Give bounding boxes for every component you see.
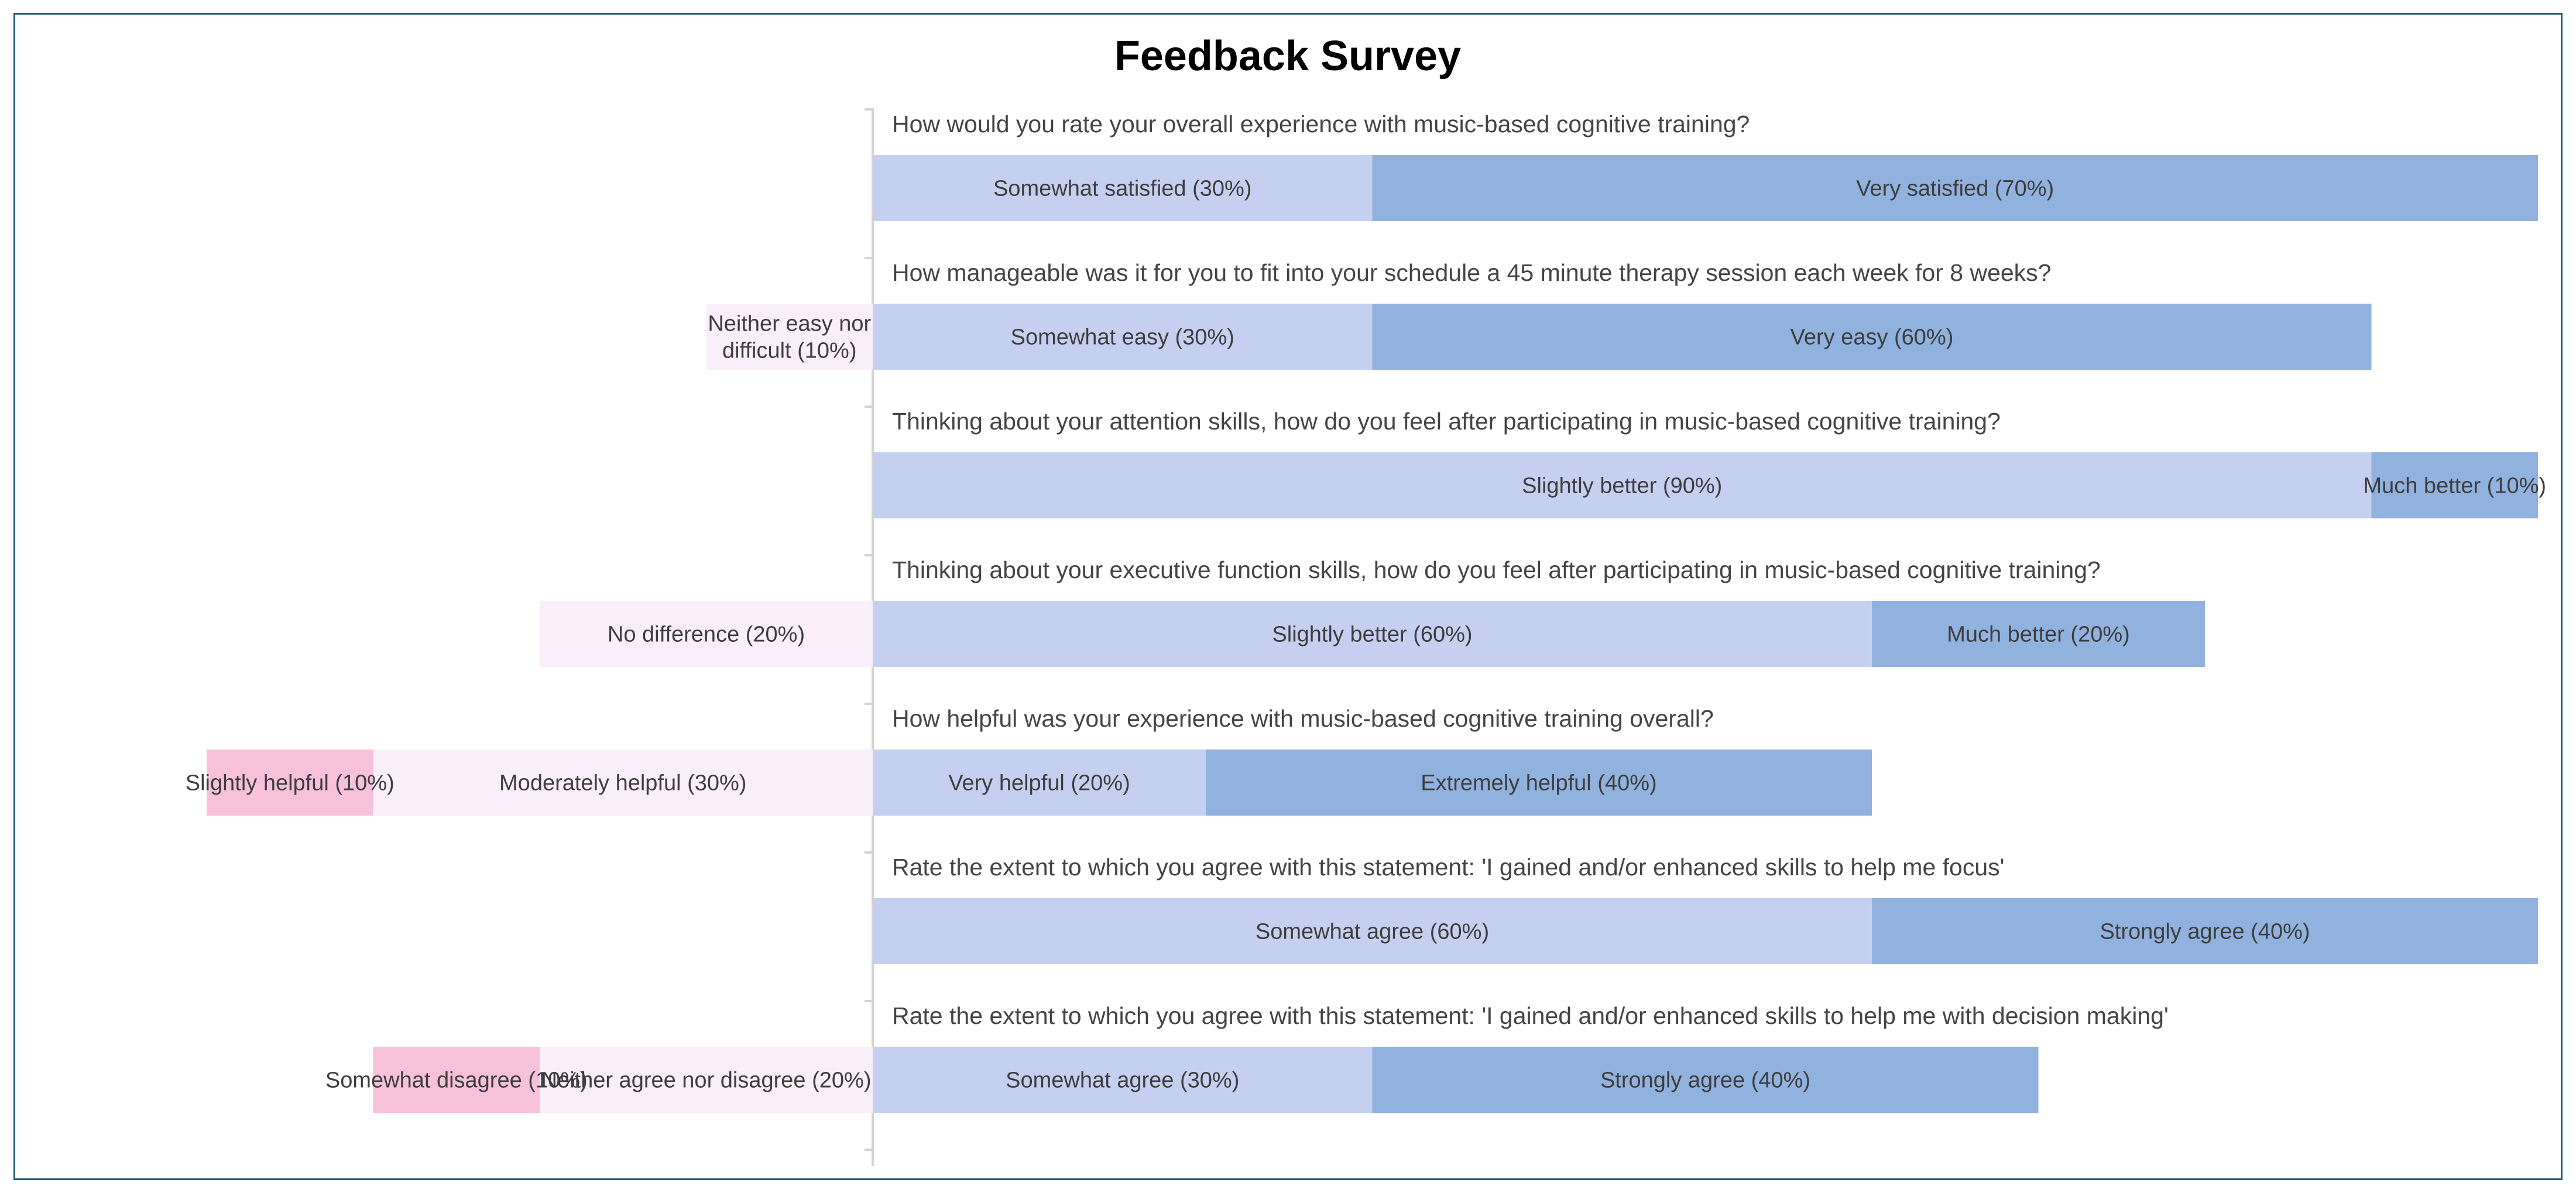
segment-label: Extremely helpful (40%)	[1421, 771, 1656, 796]
bar-segment	[873, 304, 1373, 370]
bar-segment	[873, 898, 1872, 964]
segment-label: Slightly helpful (10%)	[186, 771, 395, 796]
segment-label: Much better (20%)	[1947, 623, 2130, 647]
bar-segment	[1372, 304, 2372, 370]
segment-label: Somewhat agree (60%)	[1256, 920, 1489, 944]
question-label: Thinking about your attention skills, ho…	[892, 408, 2001, 435]
segment-label: Neither agree nor disagree (20%)	[541, 1068, 872, 1093]
segment-label: Somewhat satisfied (30%)	[993, 177, 1251, 201]
bar-segment	[706, 304, 873, 370]
question-label: How helpful was your experience with mus…	[892, 705, 1714, 732]
segment-label: Somewhat disagree (10%)	[325, 1068, 588, 1093]
question-row: Thinking about your executive function s…	[540, 556, 2205, 667]
bar-segment	[1872, 601, 2205, 667]
bar-segment	[373, 750, 873, 816]
segment-label: Moderately helpful (30%)	[499, 771, 746, 796]
question-label: Rate the extent to which you agree with …	[892, 1002, 2169, 1029]
bar-segment	[1372, 155, 2538, 221]
bar-segment	[873, 750, 1206, 816]
segment-label: Somewhat easy (30%)	[1011, 325, 1234, 350]
segment-label: Very helpful (20%)	[948, 771, 1130, 796]
bar-segment	[873, 155, 1373, 221]
chart-frame	[13, 13, 2563, 1180]
question-label: How manageable was it for you to fit int…	[892, 259, 2051, 286]
bar-segment	[1872, 898, 2538, 964]
question-label: How would you rate your overall experien…	[892, 111, 1750, 137]
bar-segment	[540, 1047, 873, 1113]
bar-segment	[1372, 1047, 2039, 1113]
bar-segment	[373, 1047, 540, 1113]
segment-label: Strongly agree (40%)	[1600, 1068, 1810, 1093]
question-row: Thinking about your attention skills, ho…	[873, 408, 2546, 518]
bar-segment	[873, 1047, 1373, 1113]
bar-segment	[873, 452, 2372, 518]
segment-label: Much better (10%)	[2363, 474, 2546, 498]
bar-segment	[2371, 452, 2538, 518]
segment-label: Very easy (60%)	[1790, 325, 1954, 350]
chart-title: Feedback Survey	[1114, 33, 1461, 80]
question-row: Rate the extent to which you agree with …	[325, 1002, 2169, 1113]
question-row: How manageable was it for you to fit int…	[706, 259, 2372, 370]
segment-label: Slightly better (60%)	[1272, 623, 1472, 647]
bars-layer: How would you rate your overall experien…	[186, 111, 2546, 1113]
question-row: Rate the extent to which you agree with …	[873, 854, 2538, 964]
bar-segment	[873, 601, 1872, 667]
bar-segment	[1206, 750, 1872, 816]
question-row: How helpful was your experience with mus…	[186, 705, 1872, 816]
question-label: Rate the extent to which you agree with …	[892, 854, 2004, 881]
segment-label: Strongly agree (40%)	[2100, 920, 2310, 944]
bar-segment	[207, 750, 373, 816]
segment-label: Neither easy nor difficult (10%)	[708, 312, 871, 363]
segment-label: Somewhat agree (30%)	[1006, 1068, 1239, 1093]
question-row: How would you rate your overall experien…	[873, 111, 2538, 221]
segment-label: Very satisfied (70%)	[1856, 177, 2054, 201]
bar-segment	[540, 601, 873, 667]
question-label: Thinking about your executive function s…	[892, 556, 2101, 583]
segment-label: Slightly better (90%)	[1522, 474, 1722, 498]
segment-label: No difference (20%)	[608, 623, 805, 647]
